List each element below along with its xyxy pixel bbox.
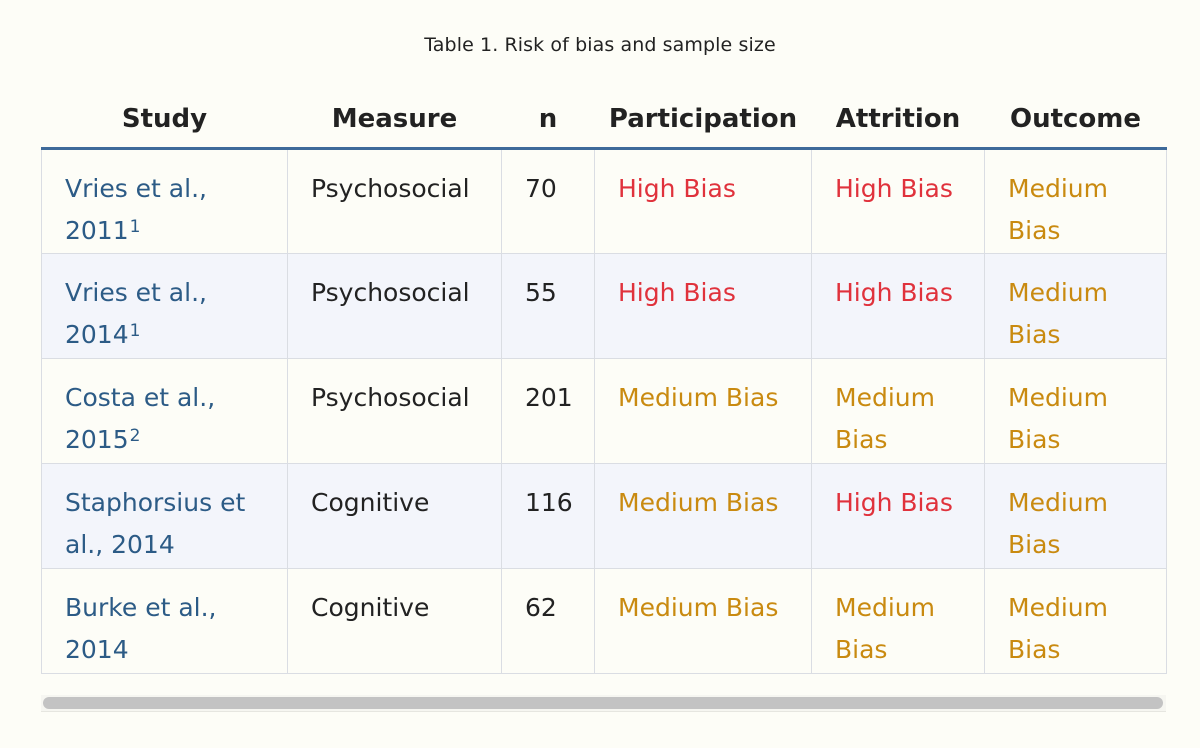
- sample-size-cell: 55: [501, 253, 595, 359]
- measure-cell: Cognitive: [287, 568, 502, 674]
- reference-marker: 1: [129, 321, 141, 341]
- participation-cell: High Bias: [594, 253, 812, 359]
- sample-size-cell: 116: [501, 463, 595, 569]
- attrition-cell: High Bias: [811, 463, 985, 569]
- measure-cell: Psychosocial: [287, 148, 502, 254]
- table-header-row: Study Measure n Participation Attrition …: [41, 90, 1167, 150]
- study-link[interactable]: Staphorsius et al., 2014: [65, 488, 246, 559]
- table-row: Staphorsius et al., 2014 Cognitive 116 M…: [41, 463, 1167, 569]
- horizontal-scrollbar[interactable]: [41, 695, 1166, 712]
- table-container: Study Measure n Participation Attrition …: [41, 90, 1167, 674]
- participation-cell: Medium Bias: [594, 568, 812, 674]
- header-measure: Measure: [287, 90, 502, 150]
- table-row: Vries et al., 20111 Psychosocial 70 High…: [41, 148, 1167, 254]
- outcome-cell: Medium Bias: [984, 148, 1167, 254]
- outcome-cell: Medium Bias: [984, 568, 1167, 674]
- header-study: Study: [41, 90, 288, 150]
- measure-cell: Psychosocial: [287, 253, 502, 359]
- table-row: Burke et al., 2014 Cognitive 62 Medium B…: [41, 568, 1167, 674]
- study-cell[interactable]: Burke et al., 2014: [41, 568, 288, 674]
- study-link[interactable]: Vries et al., 2011: [65, 174, 207, 245]
- study-cell[interactable]: Vries et al., 20111: [41, 148, 288, 254]
- outcome-cell: Medium Bias: [984, 358, 1167, 464]
- attrition-cell: High Bias: [811, 148, 985, 254]
- attrition-cell: Medium Bias: [811, 358, 985, 464]
- study-link[interactable]: Costa et al., 2015: [65, 383, 216, 454]
- scrollbar-thumb[interactable]: [43, 697, 1163, 709]
- attrition-cell: Medium Bias: [811, 568, 985, 674]
- header-participation: Participation: [594, 90, 812, 150]
- bias-table: Study Measure n Participation Attrition …: [41, 90, 1167, 674]
- attrition-cell: High Bias: [811, 253, 985, 359]
- reference-marker: 2: [129, 426, 141, 446]
- table-caption: Table 1. Risk of bias and sample size: [424, 34, 776, 56]
- outcome-cell: Medium Bias: [984, 253, 1167, 359]
- table-row: Vries et al., 20141 Psychosocial 55 High…: [41, 253, 1167, 359]
- study-link[interactable]: Vries et al., 2014: [65, 278, 207, 349]
- table-row: Costa et al., 20152 Psychosocial 201 Med…: [41, 358, 1167, 464]
- sample-size-cell: 201: [501, 358, 595, 464]
- study-link[interactable]: Burke et al., 2014: [65, 593, 217, 664]
- study-cell[interactable]: Costa et al., 20152: [41, 358, 288, 464]
- study-cell[interactable]: Vries et al., 20141: [41, 253, 288, 359]
- participation-cell: Medium Bias: [594, 463, 812, 569]
- participation-cell: Medium Bias: [594, 358, 812, 464]
- sample-size-cell: 70: [501, 148, 595, 254]
- header-outcome: Outcome: [984, 90, 1167, 150]
- measure-cell: Psychosocial: [287, 358, 502, 464]
- participation-cell: High Bias: [594, 148, 812, 254]
- header-n: n: [501, 90, 595, 150]
- header-attrition: Attrition: [811, 90, 985, 150]
- measure-cell: Cognitive: [287, 463, 502, 569]
- outcome-cell: Medium Bias: [984, 463, 1167, 569]
- sample-size-cell: 62: [501, 568, 595, 674]
- reference-marker: 1: [129, 217, 141, 237]
- study-cell[interactable]: Staphorsius et al., 2014: [41, 463, 288, 569]
